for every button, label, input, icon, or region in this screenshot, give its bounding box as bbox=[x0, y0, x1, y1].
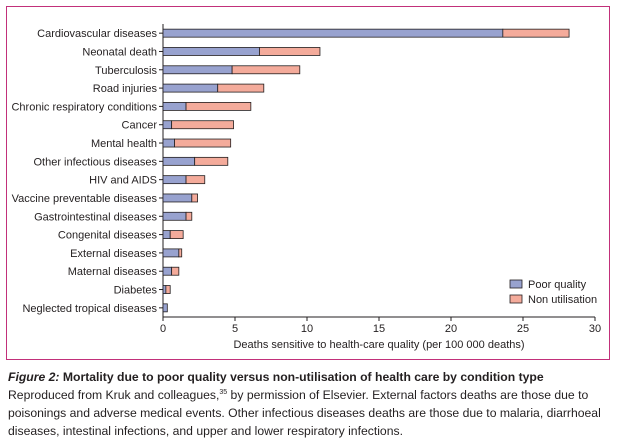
category-label-chronic-respiratory-conditions: Chronic respiratory conditions bbox=[11, 101, 157, 113]
x-tick-label-5: 5 bbox=[232, 323, 238, 335]
category-label-diabetes: Diabetes bbox=[114, 285, 158, 297]
bar-poor-quality-road-injuries bbox=[162, 83, 219, 93]
bar-poor-quality-tuberculosis bbox=[162, 65, 233, 75]
bar-non-utilisation-congenital-diseases bbox=[169, 230, 184, 239]
category-label-neglected-tropical-diseases: Neglected tropical diseases bbox=[22, 303, 157, 315]
figure-caption: Figure 2: Mortality due to poor quality … bbox=[8, 368, 612, 440]
bar-poor-quality-neglected-tropical-diseases bbox=[162, 303, 168, 313]
x-tick-label-15: 15 bbox=[373, 323, 385, 335]
caption-title: Mortality due to poor quality versus non… bbox=[62, 370, 544, 384]
bar-non-utilisation-external-diseases bbox=[178, 248, 183, 258]
bar-poor-quality-gastrointestinal-diseases bbox=[162, 211, 187, 221]
bar-poor-quality-chronic-respiratory-conditions bbox=[162, 102, 187, 111]
bar-non-utilisation-vaccine-preventable-diseases bbox=[191, 193, 198, 203]
category-label-tuberculosis: Tuberculosis bbox=[95, 65, 157, 77]
x-tick-label-30: 30 bbox=[589, 323, 601, 335]
caption-reference: 35 bbox=[219, 389, 228, 396]
bar-non-utilisation-diabetes bbox=[165, 285, 171, 294]
category-label-neonatal-death: Neonatal death bbox=[82, 46, 157, 58]
bar-non-utilisation-hiv-and-aids bbox=[185, 175, 206, 185]
x-axis-title: Deaths sensitive to health-care quality … bbox=[233, 339, 524, 351]
category-label-mental-health: Mental health bbox=[91, 138, 157, 150]
caption-label: Figure 2: bbox=[8, 370, 60, 384]
x-tick-label-0: 0 bbox=[160, 323, 166, 335]
category-label-congenital-diseases: Congenital diseases bbox=[58, 230, 158, 242]
figure-frame bbox=[6, 6, 610, 360]
bar-non-utilisation-gastrointestinal-diseases bbox=[185, 211, 193, 221]
bar-non-utilisation-tuberculosis bbox=[231, 65, 301, 75]
bar-non-utilisation-neonatal-death bbox=[259, 47, 321, 56]
caption-body-start: Reproduced from Kruk and colleagues, bbox=[8, 388, 220, 402]
bar-non-utilisation-other-infectious-diseases bbox=[194, 156, 229, 166]
caption-body-end: by permission of Elsevier. External fact… bbox=[8, 388, 601, 438]
bar-poor-quality-hiv-and-aids bbox=[162, 175, 187, 185]
legend-label-poor-quality: Poor quality bbox=[528, 279, 587, 291]
bar-poor-quality-congenital-diseases bbox=[162, 230, 171, 239]
category-label-other-infectious-diseases: Other infectious diseases bbox=[33, 156, 157, 168]
category-label-external-diseases: External diseases bbox=[70, 248, 157, 260]
category-label-gastrointestinal-diseases: Gastrointestinal diseases bbox=[34, 211, 157, 223]
bar-poor-quality-cancer bbox=[162, 120, 173, 130]
bar-poor-quality-cardiovascular-diseases bbox=[162, 28, 504, 38]
bar-non-utilisation-cardiovascular-diseases bbox=[502, 28, 570, 38]
category-label-hiv-and-aids: HIV and AIDS bbox=[89, 175, 157, 187]
bar-poor-quality-other-infectious-diseases bbox=[162, 156, 196, 166]
bar-poor-quality-vaccine-preventable-diseases bbox=[162, 193, 193, 203]
bar-poor-quality-external-diseases bbox=[162, 248, 180, 258]
bar-non-utilisation-road-injuries bbox=[217, 83, 265, 93]
bar-non-utilisation-maternal-diseases bbox=[171, 266, 180, 276]
category-label-road-injuries: Road injuries bbox=[93, 83, 158, 95]
bar-non-utilisation-mental-health bbox=[174, 138, 232, 148]
x-tick-label-10: 10 bbox=[301, 323, 313, 335]
category-label-cancer: Cancer bbox=[122, 120, 158, 132]
legend-swatch-poor-quality bbox=[509, 279, 523, 289]
bar-non-utilisation-chronic-respiratory-conditions bbox=[185, 102, 252, 111]
bar-poor-quality-diabetes bbox=[162, 285, 167, 294]
legend-label-non-utilisation: Non utilisation bbox=[528, 294, 597, 306]
bar-poor-quality-neonatal-death bbox=[162, 47, 260, 56]
x-tick-label-20: 20 bbox=[445, 323, 457, 335]
bar-poor-quality-maternal-diseases bbox=[162, 266, 173, 276]
legend-swatch-non-utilisation bbox=[509, 294, 523, 304]
stacked-bar-chart: Cardiovascular diseases Neonatal death Tub… bbox=[11, 24, 601, 351]
x-tick-label-25: 25 bbox=[517, 323, 529, 335]
category-label-cardiovascular-diseases: Cardiovascular diseases bbox=[37, 28, 157, 40]
bar-poor-quality-mental-health bbox=[162, 138, 175, 148]
category-label-maternal-diseases: Maternal diseases bbox=[68, 266, 158, 278]
category-label-vaccine-preventable-diseases: Vaccine preventable diseases bbox=[12, 193, 158, 205]
bar-non-utilisation-cancer bbox=[171, 120, 234, 130]
